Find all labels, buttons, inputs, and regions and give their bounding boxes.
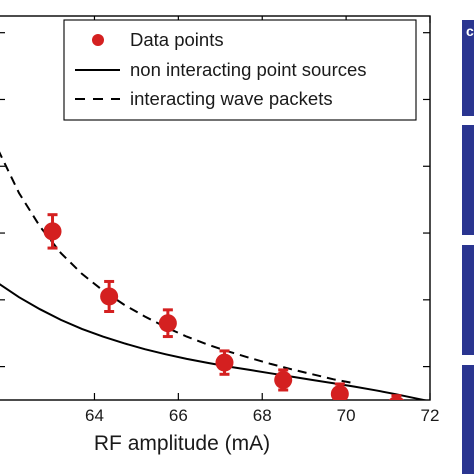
legend-box [63, 19, 417, 121]
side-panel-block [462, 365, 474, 474]
x-tick-label: 70 [337, 406, 356, 425]
data-point [158, 314, 177, 333]
plot-area [0, 151, 429, 400]
data-point [215, 353, 234, 372]
side-panel: c [462, 20, 474, 474]
data-point [43, 222, 62, 241]
data-point [388, 396, 404, 400]
legend-label: Data points [130, 29, 224, 50]
data-point [274, 370, 293, 389]
x-tick-label: 66 [169, 406, 188, 425]
legend-marker-data-points [92, 34, 104, 46]
series-line-non-interacting [0, 283, 429, 400]
x-tick-label: 64 [85, 406, 104, 425]
x-axis-label: RF amplitude (mA) [94, 432, 270, 455]
data-point [100, 287, 119, 306]
y-axis-ticks [0, 32, 430, 368]
plot-frame [0, 15, 431, 401]
x-axis: 64 66 68 70 72 [85, 16, 439, 425]
series-layer [0, 151, 429, 400]
side-panel-block [462, 20, 474, 116]
series-line-interacting [0, 151, 355, 385]
side-panel-letter: c [466, 23, 474, 39]
plot-frame-box [0, 15, 431, 401]
legend-label: interacting wave packets [130, 88, 333, 109]
x-tick-label: 72 [421, 406, 440, 425]
side-panel-block [462, 245, 474, 355]
data-point [330, 384, 349, 400]
side-panel-block [462, 125, 474, 235]
legend-label: non interacting point sources [130, 59, 367, 80]
legend: Data points non interacting point sources… [63, 19, 417, 121]
x-tick-label: 68 [253, 406, 272, 425]
